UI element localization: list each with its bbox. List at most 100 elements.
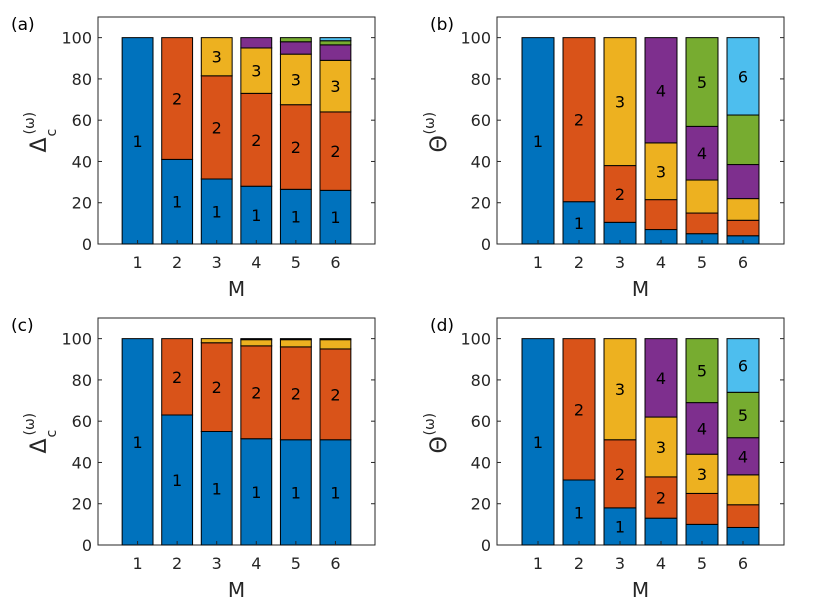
bar-segment [319,59,352,113]
segment-label: 1 [615,517,625,536]
x-tick-label: 3 [615,554,625,573]
y-axis-label-sub: c [44,430,60,438]
segment-label: 2 [615,185,625,204]
segment-label: 3 [656,438,666,457]
y-tick-label: 0 [481,536,491,555]
bar-segment [319,339,352,350]
segment-label: 5 [697,362,707,381]
bar-segment [279,339,312,348]
segment-label: 1 [212,202,222,221]
bar-segment [726,219,760,237]
bar-segment [279,338,312,341]
y-tick-label: 20 [471,495,491,514]
bar-segment [726,114,760,166]
bar-segment [726,437,760,476]
panel-label: (c) [11,316,34,336]
segment-label: 3 [697,465,707,484]
bar-segment [521,37,555,245]
bar-segment [726,338,760,393]
bar-segment [279,41,312,55]
segment-label: 1 [574,214,584,233]
y-axis-label-sup: (ω) [22,112,38,135]
y-tick-label: 60 [471,412,491,431]
y-tick-label: 40 [471,453,491,472]
bar-segment [161,414,194,546]
y-tick-label: 80 [471,70,491,89]
x-axis-label: M [228,578,245,602]
segment-label: 2 [330,385,340,404]
x-tick-label: 6 [330,253,340,272]
bar-segment [319,37,352,42]
segment-label: 2 [615,465,625,484]
chart-panel-4: 0 20 40 60 80 100 1 1 1 2 2 1 2 3 3 2 3 4 4 3 4 5 5 4 5 6 6 M Θ(ω) (d… [422,316,785,602]
bar-segment [200,431,233,546]
axes-box [496,317,785,546]
segment-label: 2 [574,111,584,130]
bar-segment [726,504,760,528]
bar-segment [644,517,678,546]
bar-segment [644,199,678,231]
segment-label: 1 [574,503,584,522]
segment-label: 2 [212,378,222,397]
segment-label: 3 [615,380,625,399]
y-tick-label: 0 [82,235,92,254]
bar-segment [726,474,760,506]
segment-label: 3 [212,48,222,67]
y-axis-label-sup: (ω) [422,112,438,135]
x-tick-label: 2 [172,253,182,272]
segment-label: 6 [738,356,748,375]
bar-segment [200,342,233,433]
x-tick-label: 4 [656,253,666,272]
segment-label: 2 [172,90,182,109]
bar-segment [279,53,312,106]
chart-panel-2: 0 20 40 60 80 100 1 1 1 2 2 2 3 3 3 4 4 4 5 5 6 6 M Θ(ω) (b) [422,15,785,301]
y-tick-label: 100 [61,330,92,349]
bar-segment [685,212,719,235]
bar-segment [240,338,273,341]
x-tick-label: 1 [533,554,543,573]
segment-label: 2 [656,489,666,508]
bar-segment [240,438,273,546]
x-tick-label: 3 [212,253,222,272]
y-axis-label: Δc (ω) [22,413,60,454]
y-tick-label: 100 [460,330,491,349]
segment-label: 2 [291,384,301,403]
segment-label: 2 [172,368,182,387]
x-tick-label: 1 [132,253,142,272]
y-tick-label: 20 [471,194,491,213]
y-tick-label: 40 [471,152,491,171]
bar-segment [685,338,719,404]
bar-segment [319,439,352,546]
segment-label: 2 [574,400,584,419]
x-tick-label: 4 [656,554,666,573]
bar-segment [319,338,352,341]
segment-label: 4 [738,447,748,466]
segment-label: 1 [172,193,182,212]
x-tick-label: 4 [251,253,261,272]
bar-segment [279,37,312,43]
bar-segment [644,416,678,478]
bar-segment [200,338,233,344]
bar-segment [644,37,678,144]
y-axis-label-main: Δ [27,137,52,152]
x-axis-label: M [632,578,649,602]
x-tick-label: 6 [738,253,748,272]
bar-segment [644,338,678,418]
segment-label: 1 [212,479,222,498]
segment-label: 3 [251,62,261,81]
y-axis-label-sub: c [44,129,60,137]
x-tick-label: 5 [291,554,301,573]
y-axis-label-main: Δ [27,438,52,453]
x-tick-label: 4 [251,554,261,573]
segment-label: 1 [330,483,340,502]
axes-box [97,317,376,546]
y-tick-label: 80 [471,371,491,390]
segment-label: 1 [172,471,182,490]
bar-segment [685,37,719,127]
x-tick-label: 5 [697,253,707,272]
bar-segment [685,402,719,455]
x-tick-label: 1 [533,253,543,272]
y-tick-label: 0 [481,235,491,254]
segment-label: 4 [656,81,666,100]
y-tick-label: 0 [82,536,92,555]
